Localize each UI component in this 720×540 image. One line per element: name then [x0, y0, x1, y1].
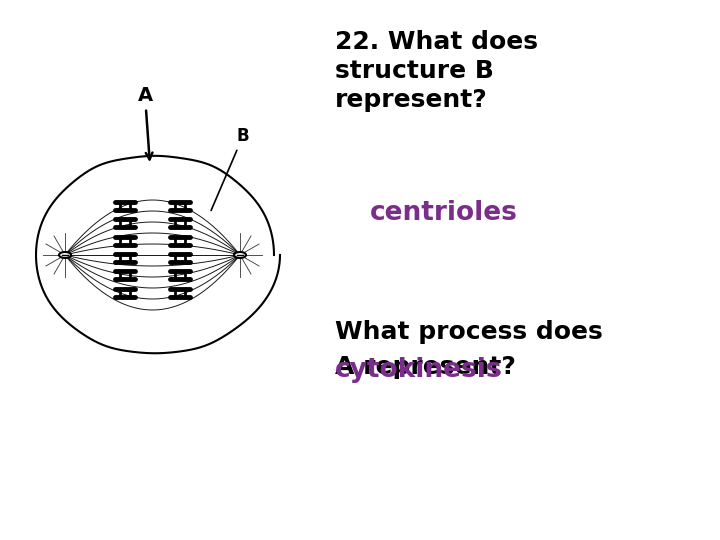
Text: cytokinesis: cytokinesis	[335, 357, 503, 383]
Text: centrioles: centrioles	[370, 200, 518, 226]
Text: A: A	[138, 86, 153, 159]
Text: What process does: What process does	[335, 320, 603, 344]
Text: A represent?: A represent?	[335, 355, 516, 379]
Ellipse shape	[234, 252, 246, 258]
Ellipse shape	[59, 252, 71, 258]
Text: B: B	[211, 127, 249, 211]
Text: 22. What does
structure B
represent?: 22. What does structure B represent?	[335, 30, 538, 111]
